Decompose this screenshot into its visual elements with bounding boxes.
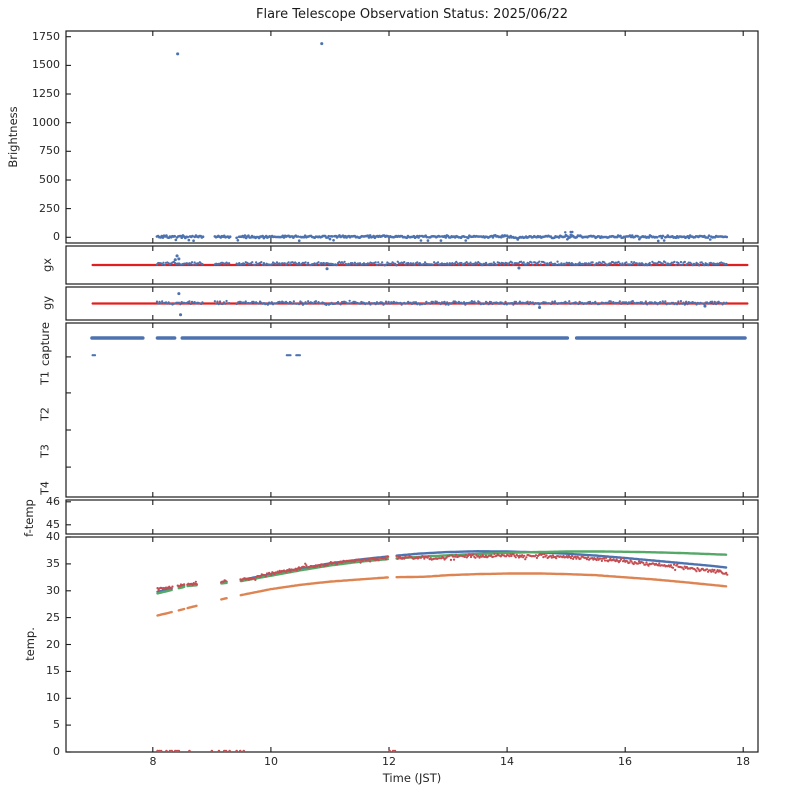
x-ticks-gy [152,287,744,320]
x-ticks-brightness [152,31,744,243]
y-tick-label-brightness: 1000 [32,116,60,129]
gx-scatter [155,260,728,267]
y-axis-label-capture: capture [38,321,52,367]
panel-gy [65,286,759,321]
brightness-outliers [176,42,324,56]
x-ticks-capture [152,323,744,497]
y-tick-label-T3: T3 [38,444,52,458]
x-tick-label: 16 [618,755,632,768]
y-tick-label-ftemp: 46 [46,495,60,508]
gx-outliers [173,254,521,271]
y-tick-label-brightness: 1750 [32,30,60,43]
y-tick-label-temp: 5 [53,718,60,731]
temp-orange-line [156,572,728,617]
x-tick-label: 12 [382,755,396,768]
y-tick-label-temp: 0 [53,745,60,758]
x-ticks-temp [152,537,744,752]
y-tick-label-temp: 35 [46,557,60,570]
y-tick-label-brightness: 1500 [32,58,60,71]
panel-brightness [65,30,759,244]
panel-ftemp [65,499,759,535]
panel-capture [65,322,759,498]
y-tick-label-brightness: 750 [39,144,60,157]
y-axis-label-gx: gx [40,257,54,273]
gy-scatter [155,299,728,306]
x-tick-label: 10 [264,755,278,768]
y-tick-label-brightness: 1250 [32,87,60,100]
y-tick-label-temp: 40 [46,530,60,543]
y-tick-label-temp: 15 [46,664,60,677]
y-tick-label-T1: T1 [38,371,52,385]
gy-outliers [177,292,707,317]
y-tick-label-ftemp: 45 [46,518,60,531]
x-ticks-ftemp [152,500,744,534]
y-axis-label-gy: gy [40,295,54,311]
x-axis-label: Time (JST) [382,771,442,785]
y-tick-label-temp: 20 [46,638,60,651]
temp-red-scatter [156,552,729,591]
brightness-bump [564,230,575,238]
brightness-scatter [155,234,729,243]
y-tick-label-T4: T4 [38,481,52,495]
y-tick-label-brightness: 0 [53,230,60,243]
x-tick-label: 18 [736,755,750,768]
y-tick-label-brightness: 250 [39,202,60,215]
y-tick-label-temp: 25 [46,611,60,624]
chart-title: Flare Telescope Observation Status: 2025… [256,7,568,22]
y-tick-label-T2: T2 [38,407,52,421]
x-tick-label: 8 [149,755,157,768]
y-tick-label-temp: 10 [46,691,60,704]
panel-temp [65,536,759,753]
x-tick-label: 14 [500,755,514,768]
x-ticks-gx [152,246,744,284]
y-tick-label-brightness: 500 [39,173,60,186]
y-tick-label-temp: 30 [46,584,60,597]
panel-gx [65,245,759,285]
